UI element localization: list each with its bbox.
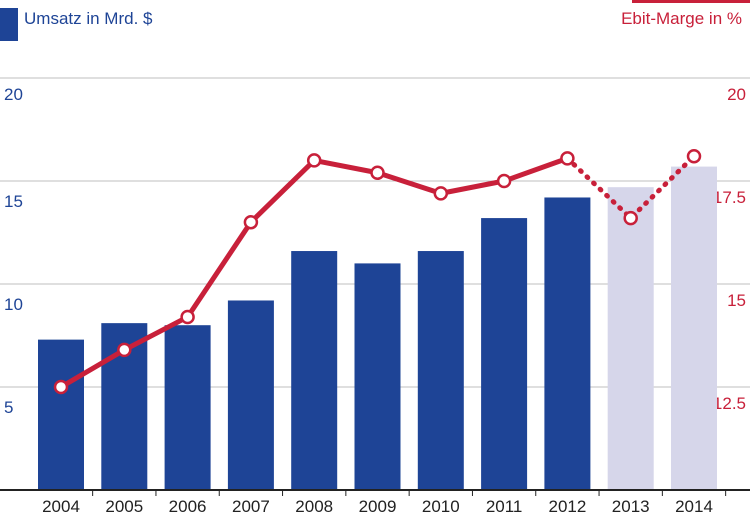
x-tick-label: 2012	[548, 497, 586, 515]
margin-point	[496, 173, 512, 189]
legend-revenue-label: Umsatz in Mrd. $	[24, 9, 153, 28]
legend-margin-label: Ebit-Marge in %	[621, 9, 742, 28]
x-tick-label: 2005	[105, 497, 143, 515]
y-right-tick-label: 12.5	[713, 394, 746, 413]
margin-point	[623, 210, 638, 226]
margin-point	[306, 153, 322, 168]
x-tick-label: 2011	[486, 497, 523, 515]
bar	[291, 251, 338, 490]
bar	[607, 187, 654, 490]
x-tick-label: 2010	[422, 497, 460, 515]
margin-point	[686, 149, 702, 164]
y-right-tick-label: 20	[727, 85, 746, 104]
y-left-tick-label: 5	[4, 398, 13, 417]
x-tick-label: 2007	[232, 497, 270, 515]
x-tick-label: 2013	[612, 497, 650, 515]
legend-revenue: Umsatz in Mrd. $	[0, 8, 153, 41]
legend-margin: Ebit-Marge in %	[621, 0, 750, 30]
y-left-tick-label: 15	[4, 192, 23, 211]
margin-point	[243, 214, 259, 230]
bar	[164, 325, 211, 490]
x-tick-label: 2006	[169, 497, 207, 515]
x-tick-label: 2014	[675, 497, 713, 515]
y-right-tick-label: 17.5	[713, 188, 746, 207]
margin-point	[560, 151, 575, 166]
y-left-tick-label: 20	[4, 85, 23, 104]
bar	[227, 300, 274, 490]
bar	[417, 251, 464, 490]
x-tick-label: 2009	[359, 497, 397, 515]
y-left-tick-label: 10	[4, 295, 23, 314]
margin-point	[180, 309, 195, 325]
x-tick-label: 2008	[295, 497, 333, 515]
bar	[38, 339, 84, 490]
bar	[481, 218, 528, 490]
bar	[544, 197, 591, 491]
margin-point	[370, 165, 385, 181]
margin-line-forecast	[564, 153, 697, 221]
margin-point	[53, 379, 69, 395]
legend-revenue-swatch	[0, 8, 18, 41]
bar	[671, 166, 717, 490]
margin-point	[117, 342, 132, 358]
bar	[354, 263, 401, 490]
x-tick-label: 2004	[42, 497, 80, 515]
y-right-tick-label: 15	[727, 291, 746, 310]
margin-point	[433, 186, 449, 201]
legend-margin-rule	[632, 0, 750, 3]
